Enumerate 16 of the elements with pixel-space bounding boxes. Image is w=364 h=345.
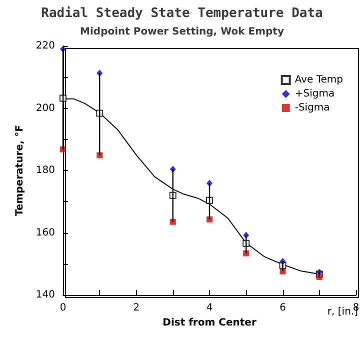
x-tick-label: 4 <box>206 302 213 314</box>
x-tick-label: 6 <box>280 302 286 314</box>
x-axis-title: Dist from Center <box>162 317 256 328</box>
y-tick-label: 140 <box>36 290 55 300</box>
y-tick-label: 160 <box>36 227 55 238</box>
x-tick-label: 2 <box>133 302 140 314</box>
y-tick-label: 180 <box>36 165 55 176</box>
chart-subtitle: Midpoint Power Setting, Wok Empty <box>80 26 284 38</box>
y-tick-label: 200 <box>36 102 55 114</box>
legend-label: Ave Temp <box>294 74 343 86</box>
legend-label: +Sigma <box>294 88 335 100</box>
legend-label: -Sigma <box>294 102 330 114</box>
x-tick-label: 0 <box>60 302 66 314</box>
y-axis-title: Temperature, °F <box>14 124 26 216</box>
y-tick-label: 220 <box>36 40 55 52</box>
chart-title: Radial Steady State Temperature Data <box>41 6 324 21</box>
